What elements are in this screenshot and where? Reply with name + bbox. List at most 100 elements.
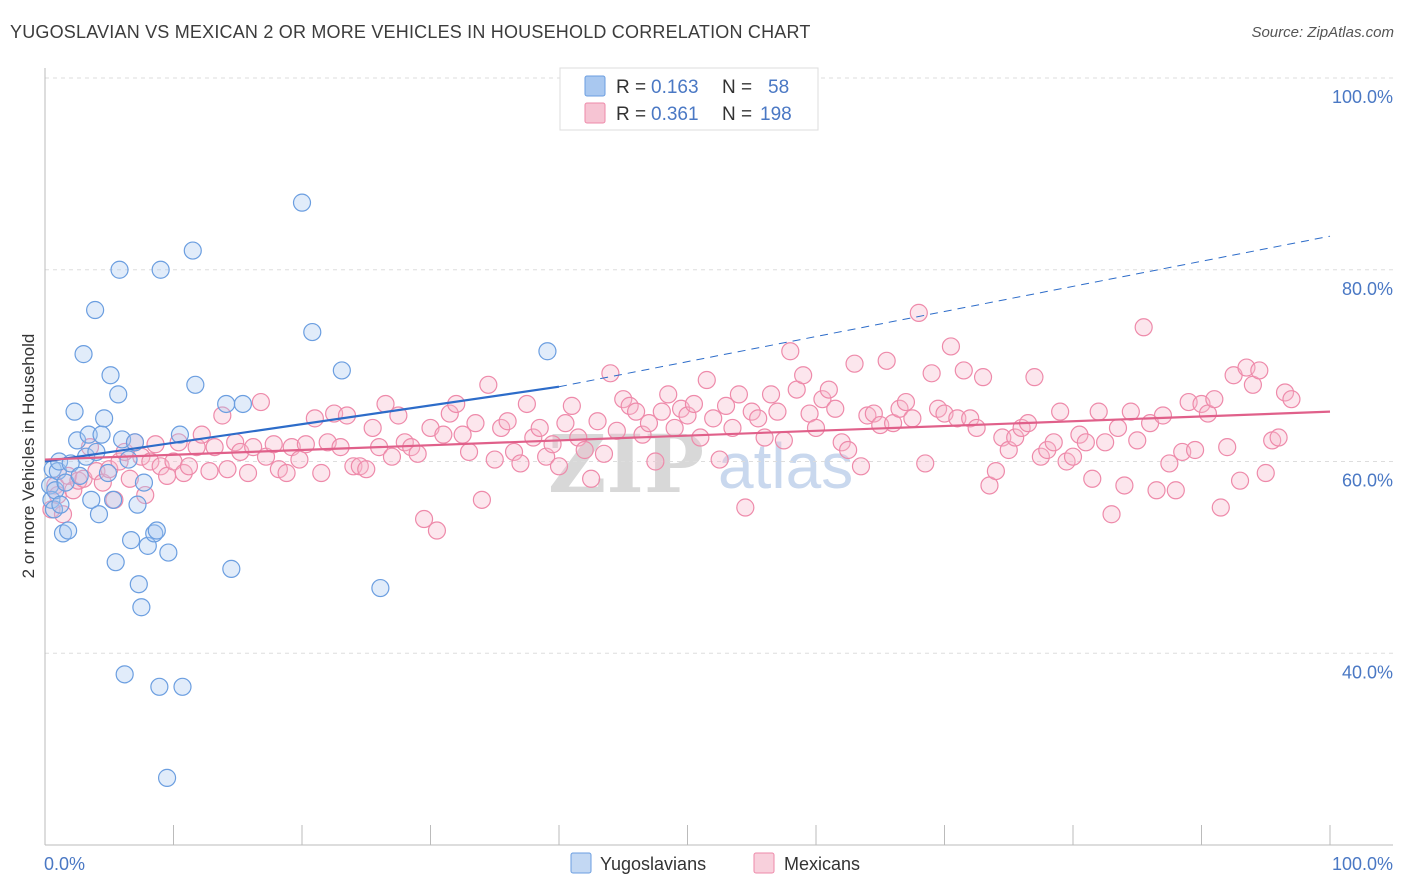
mexicans-point <box>678 406 697 425</box>
mexicans-point <box>973 368 993 387</box>
yugoslavians-point <box>79 425 98 444</box>
y-tick-label-2: 80.0% <box>1342 279 1393 299</box>
yugoslavians-point <box>95 409 114 428</box>
mexicans-point <box>408 444 427 463</box>
mexicans-point <box>665 418 684 438</box>
yugoslavians-point <box>101 366 120 385</box>
x-tick-label-1: 100.0% <box>1332 854 1393 874</box>
mexicans-point <box>633 425 652 444</box>
mexicans-point <box>556 414 575 433</box>
axes <box>44 68 1393 846</box>
mexicans-point <box>357 460 376 479</box>
yugoslavians-point <box>106 553 125 572</box>
yugoslavians-point <box>538 342 557 361</box>
legend-r-value-1: 0.163 <box>651 77 699 98</box>
legend-swatch-mexicans <box>584 102 606 124</box>
mexicans-point <box>736 498 755 517</box>
mexicans-point <box>601 364 620 383</box>
yugoslavians-point <box>303 322 322 342</box>
yugoslavians-point <box>74 345 93 364</box>
x-tick-label-0: 0.0% <box>44 854 85 874</box>
yugoslavians-point <box>132 598 151 617</box>
y-tick-label-0: 40.0% <box>1342 662 1393 682</box>
correlation-legend: R = 0.163 N = 58 R = 0.361 N = 198 <box>559 67 819 131</box>
legend-r-value-2: 0.361 <box>651 104 699 125</box>
mexicans-point <box>967 418 986 438</box>
mexicans-point <box>1108 418 1128 438</box>
yugoslavians-point <box>128 495 147 514</box>
mexicans-point <box>485 450 504 469</box>
mexicans-point <box>954 361 973 380</box>
mexicans-point <box>472 490 491 509</box>
mexicans-point <box>1269 428 1288 447</box>
yugoslavians-point <box>92 425 111 444</box>
mexicans-point <box>264 435 283 454</box>
mexicans-point <box>691 428 710 447</box>
chart-title: YUGOSLAVIAN VS MEXICAN 2 OR MORE VEHICLE… <box>10 22 811 42</box>
x-tick-labels: 0.0% 100.0% <box>44 854 1393 874</box>
mexicans-point <box>1096 433 1115 452</box>
yugoslavians-point <box>186 375 205 394</box>
grid <box>45 77 1393 654</box>
mexicans-point <box>511 454 530 473</box>
yugoslavians-point <box>98 463 118 483</box>
yugoslavians-point <box>121 531 141 550</box>
yugoslavians-point <box>68 431 87 450</box>
mexicans-point <box>646 452 665 471</box>
mexicans-point <box>1063 447 1083 466</box>
yugoslavians-point <box>82 490 101 509</box>
mexicans-point <box>768 402 787 421</box>
mexicans-point <box>607 421 626 440</box>
mexicans-point <box>845 354 864 373</box>
mexicans-point <box>498 412 517 431</box>
yugoslavians-point <box>115 665 134 684</box>
mexicans-points <box>42 303 1301 540</box>
yugoslavians-point <box>292 193 312 212</box>
yugoslavians-point <box>65 402 84 421</box>
mexicans-point <box>331 438 350 457</box>
yugoslavians-point <box>183 241 202 260</box>
mexicans-point <box>858 406 877 425</box>
yugoslavians-point <box>109 385 128 404</box>
yugoslavians-point <box>53 524 73 543</box>
yugoslavians-point <box>110 260 129 279</box>
mexicans-point <box>896 392 916 412</box>
mexicans-point <box>1282 390 1301 409</box>
yugoslavians-point <box>51 495 70 514</box>
mexicans-point <box>851 457 871 476</box>
mexicans-point <box>639 414 659 433</box>
mexicans-point <box>459 442 479 462</box>
yugoslavians-trend-extension <box>558 235 1331 388</box>
yugoslavians-points <box>41 193 557 787</box>
mexicans-point <box>517 394 536 414</box>
mexicans-point <box>1051 402 1070 421</box>
mexicans-point <box>479 375 498 394</box>
mexicans-point <box>312 463 331 483</box>
mexicans-point <box>582 469 601 488</box>
mexicans-point <box>290 450 309 469</box>
mexicans-point <box>1128 431 1147 450</box>
mexicans-point <box>179 457 199 476</box>
mexicans-point <box>839 440 858 460</box>
mexicans-point <box>761 385 781 404</box>
yugoslavians-point <box>157 768 177 787</box>
legend-n-value-2: 198 <box>760 104 792 125</box>
mexicans-point <box>864 404 883 423</box>
mexicans-point <box>1006 428 1025 447</box>
mexicans-point <box>903 409 922 428</box>
bottom-legend-mexicans: Mexicans <box>784 854 860 874</box>
yugoslavians-point <box>150 677 169 696</box>
mexicans-point <box>238 463 258 483</box>
yugoslavians-point <box>86 300 105 320</box>
mexicans-point <box>774 431 793 450</box>
mexicans-point <box>277 463 296 483</box>
yugoslavians-point <box>134 473 154 492</box>
mexicans-point <box>749 409 768 428</box>
legend-swatch-yugoslavians <box>584 75 606 97</box>
mexicans-point <box>218 460 237 479</box>
mexicans-point <box>1147 481 1166 500</box>
mexicans-point <box>704 409 723 428</box>
mexicans-point <box>697 370 716 390</box>
mexicans-point <box>1025 368 1044 387</box>
y-axis-title: 2 or more Vehicles in Household <box>19 334 38 579</box>
